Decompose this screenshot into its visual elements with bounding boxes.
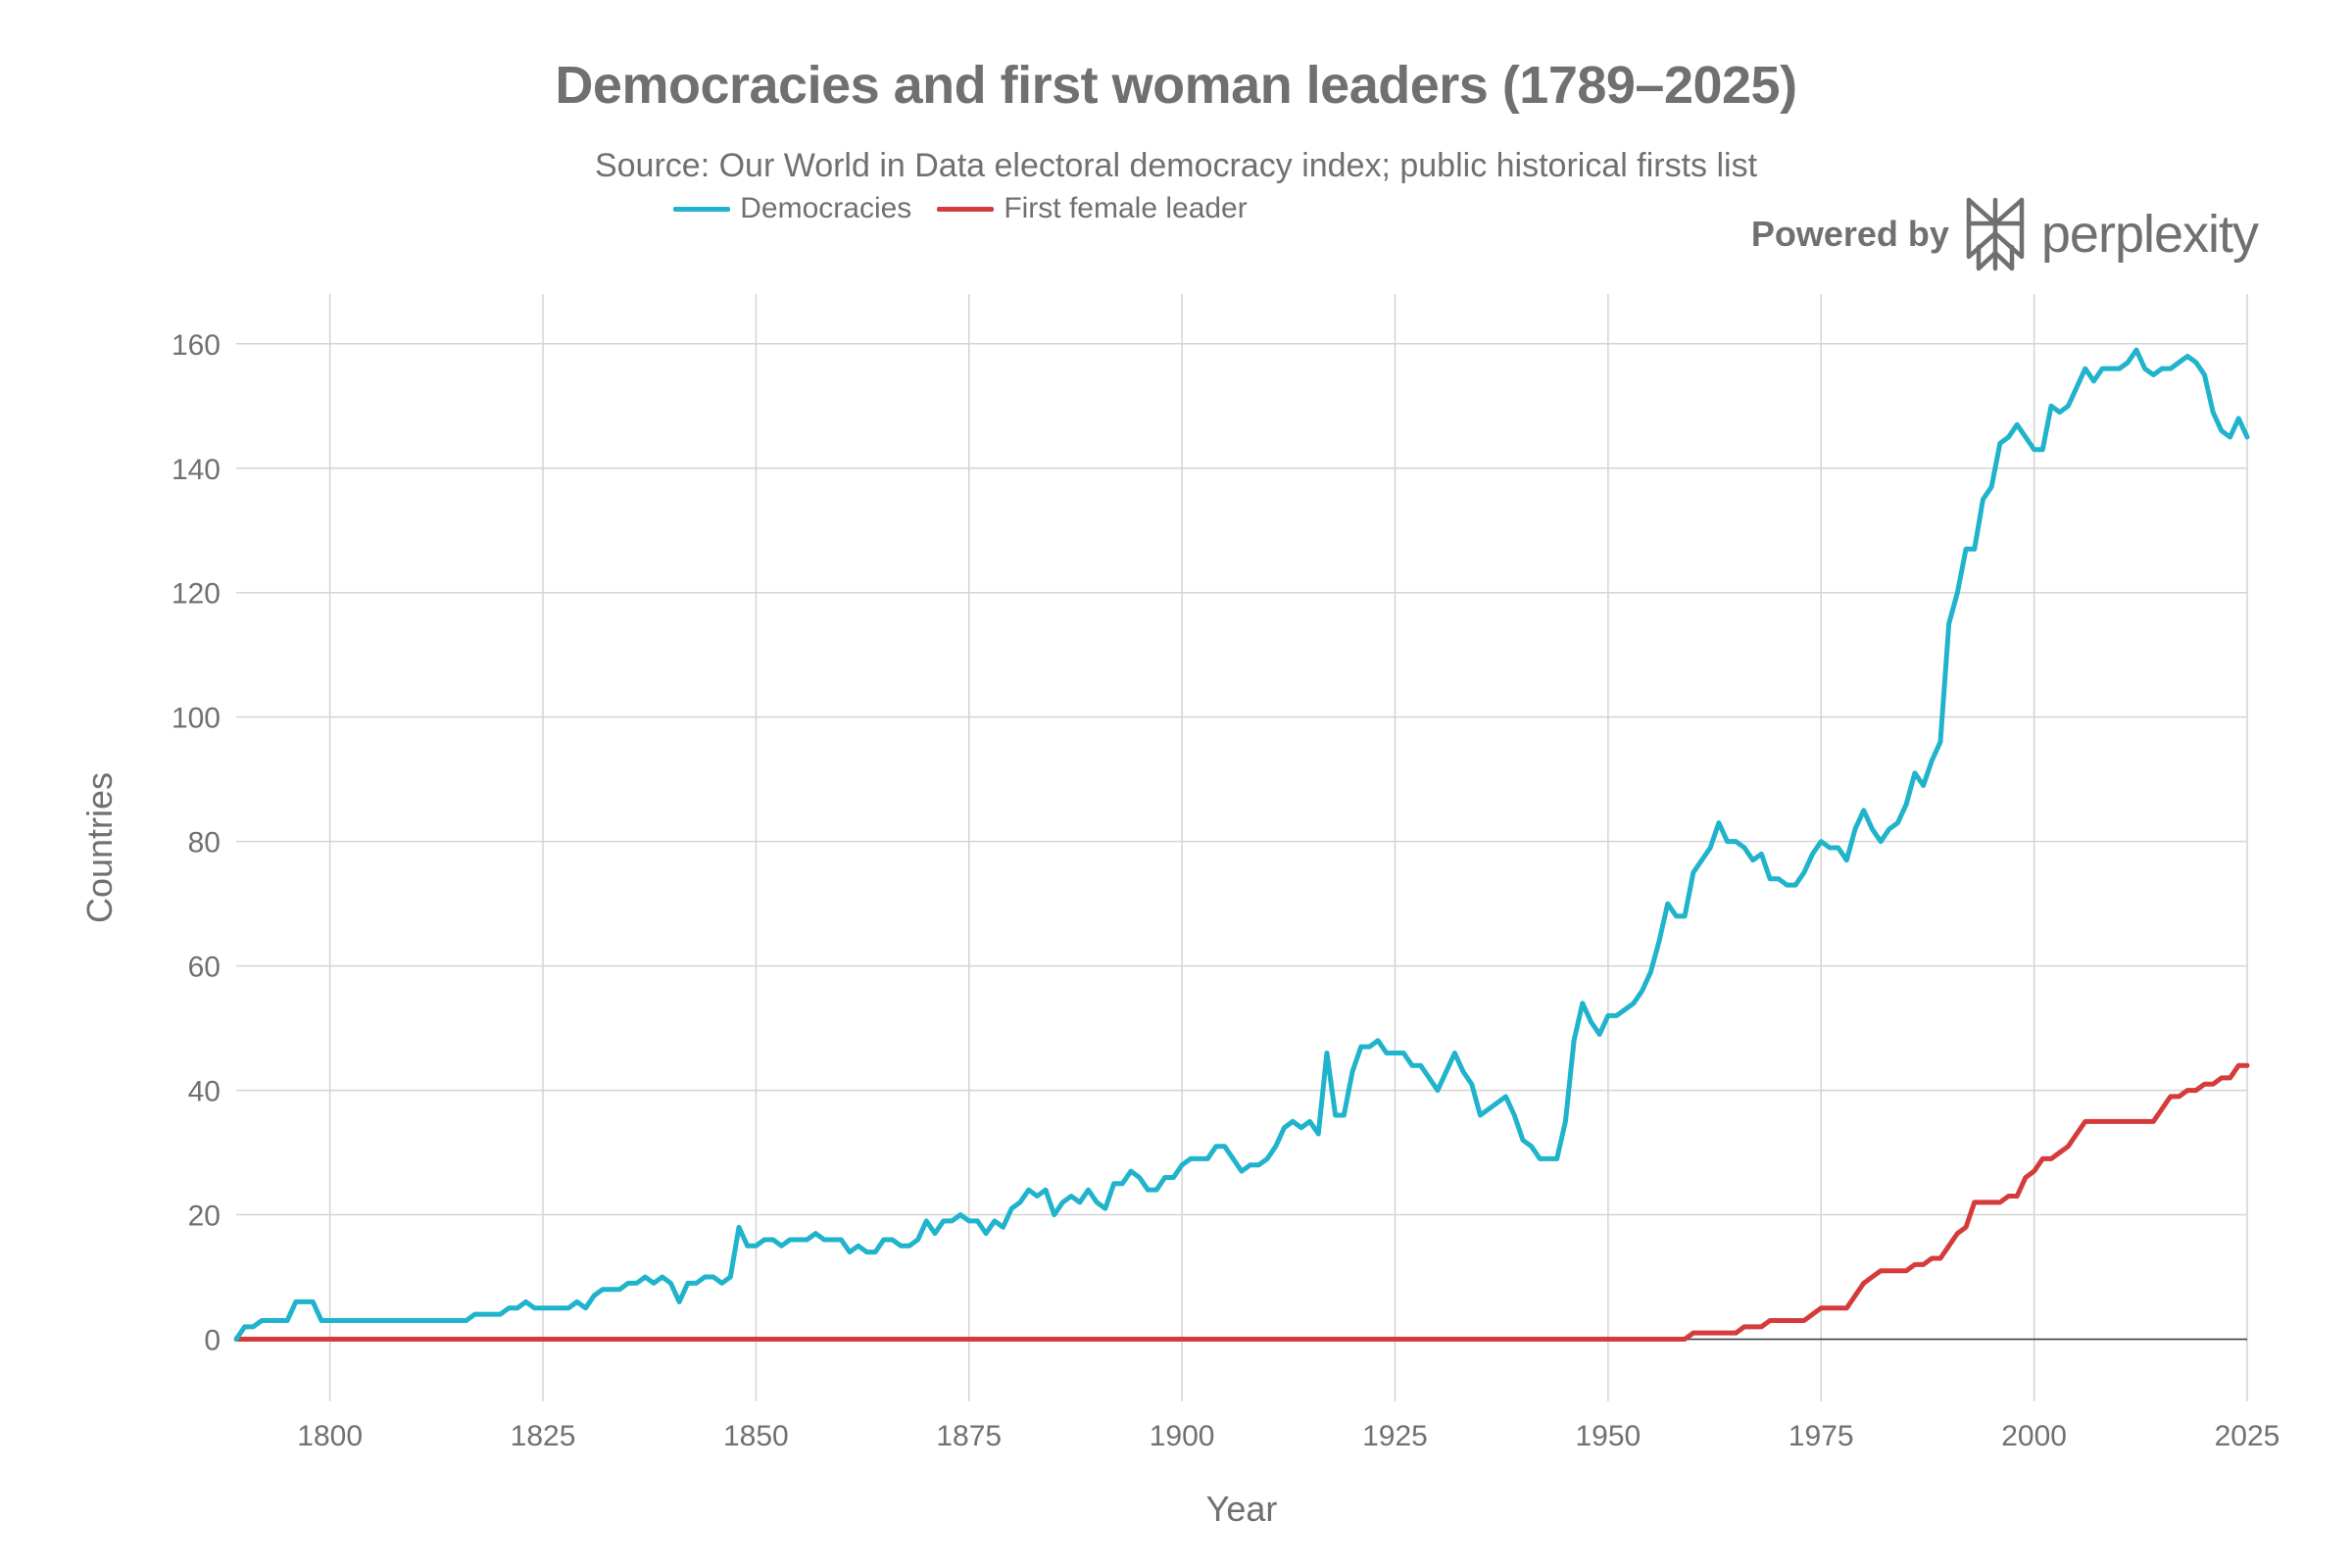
x-tick-label: 1950 xyxy=(1576,1420,1642,1452)
perplexity-logo-icon xyxy=(1966,197,2025,271)
series-line-first-female-leader[interactable] xyxy=(233,1062,2250,1343)
x-tick-label: 2025 xyxy=(2215,1420,2280,1452)
series-line-democracies[interactable] xyxy=(233,347,2250,1343)
y-tick-label: 80 xyxy=(188,827,220,859)
chart-subtitle: Source: Our World in Data electoral demo… xyxy=(594,147,1758,184)
x-tick-label: 1825 xyxy=(511,1420,576,1452)
series xyxy=(233,347,2250,1343)
gridlines xyxy=(236,294,2248,1401)
x-tick-label: 1925 xyxy=(1362,1420,1428,1452)
legend-label-democracies: Democracies xyxy=(740,192,912,224)
brand-name: perplexity xyxy=(2040,205,2259,264)
chart-title: Democracies and first woman leaders (178… xyxy=(555,56,1797,115)
x-tick-label: 1900 xyxy=(1150,1420,1215,1452)
legend: Democracies First female leader xyxy=(0,192,1921,225)
axes: 1800 1825 1850 1875 1900 1925 1950 1975 2000 2025… xyxy=(172,329,2279,1452)
x-tick-label: 2000 xyxy=(2001,1420,2067,1452)
legend-swatch-first-female-leader xyxy=(937,206,995,212)
x-tick-label: 1975 xyxy=(1788,1420,1854,1452)
y-tick-label: 100 xyxy=(172,703,220,735)
branding: Powered by perplexity xyxy=(1750,196,2259,272)
legend-item-democracies[interactable]: Democracies xyxy=(673,192,911,225)
y-tick-label: 0 xyxy=(204,1325,220,1357)
y-tick-label: 160 xyxy=(172,329,220,362)
y-tick-label: 140 xyxy=(172,454,220,486)
y-tick-label: 40 xyxy=(188,1076,220,1108)
x-tick-label: 1875 xyxy=(936,1420,1002,1452)
x-axis-title: Year xyxy=(1206,1489,1278,1529)
y-tick-label: 20 xyxy=(188,1200,220,1233)
x-tick-label: 1850 xyxy=(723,1420,789,1452)
legend-swatch-democracies xyxy=(673,206,731,212)
y-tick-label: 60 xyxy=(188,952,220,984)
y-tick-label: 120 xyxy=(172,578,220,611)
y-axis-title: Countries xyxy=(79,772,120,923)
x-tick-label: 1800 xyxy=(297,1420,363,1452)
brand-prefix: Powered by xyxy=(1750,214,1949,254)
legend-item-first-female-leader[interactable]: First female leader xyxy=(937,192,1248,225)
legend-label-first-female-leader: First female leader xyxy=(1004,192,1248,224)
